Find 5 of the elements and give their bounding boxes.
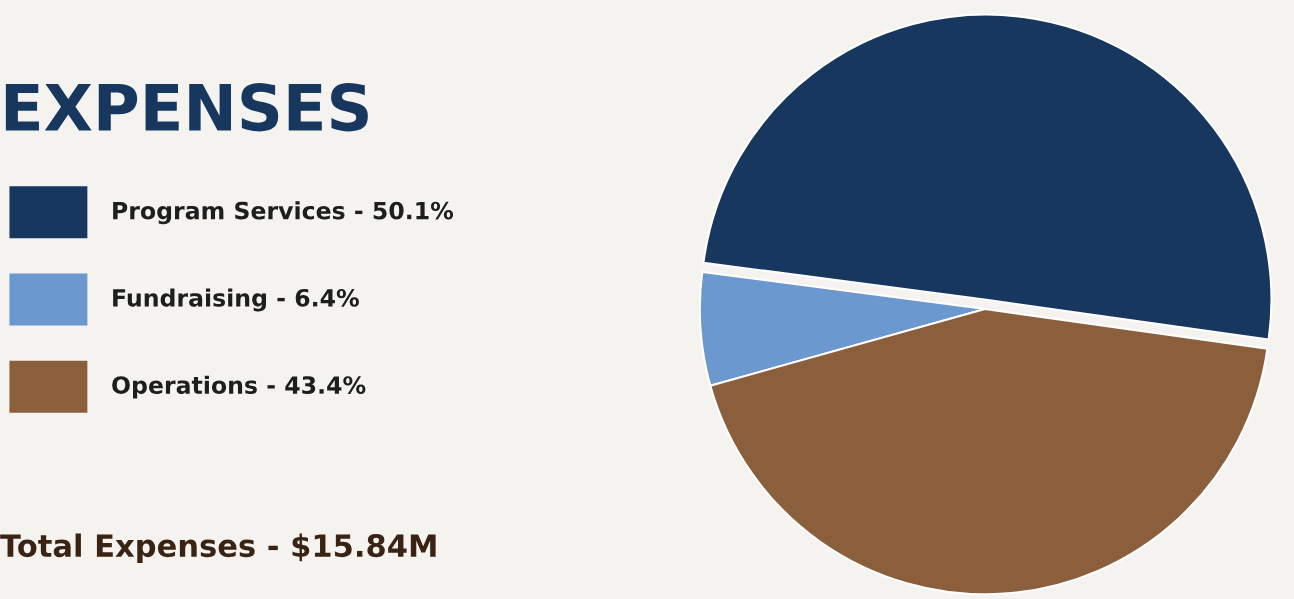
legend-label: Program Services - 50.1% [113,201,454,225]
text: EXPENSES [5,83,368,132]
legend-label: Fundraising - 6.4% [113,288,359,312]
text: Total Expenses - $15.84M [0,533,436,564]
legend-label: Operations - 43.4% [112,375,366,399]
